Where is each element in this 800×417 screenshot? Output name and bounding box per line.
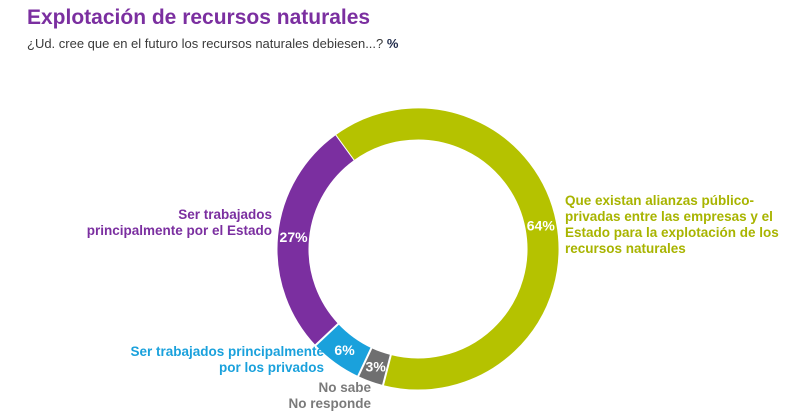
label-alianzas: Que existan alianzas público- privadas e…: [565, 193, 779, 257]
chart-subtitle: ¿Ud. cree que en el futuro los recursos …: [27, 36, 398, 51]
label-estado-line: principalmente por el Estado: [86, 223, 272, 238]
label-nsnr-line: No sabe: [318, 380, 371, 395]
label-nsnr-line: No responde: [288, 396, 371, 411]
label-estado-line: Ser trabajados: [178, 207, 272, 222]
subtitle-question: ¿Ud. cree que en el futuro los recursos …: [27, 36, 384, 51]
slice-value-label: 6%: [334, 342, 355, 358]
slice-separator: [381, 353, 392, 387]
label-privados-line: por los privados: [218, 360, 324, 375]
label-estado: Ser trabajados principalmente por el Est…: [87, 207, 272, 239]
label-no-sabe-no-responde: No sabe No responde: [288, 380, 371, 412]
slice-value-label: 64%: [527, 218, 556, 234]
donut-slice: [277, 135, 354, 346]
label-alianzas-line: recursos naturales: [565, 241, 686, 256]
label-privados-line: Ser trabajados principalmente: [130, 344, 324, 359]
donut-slice: [315, 323, 372, 377]
slice-value-label: 27%: [280, 229, 309, 245]
donut-slice: [335, 108, 559, 390]
label-alianzas-line: Estado para la explotación de los: [565, 225, 779, 240]
label-alianzas-line: privadas entre las empresas y el: [565, 209, 773, 224]
label-alianzas-line: Que existan alianzas público-: [565, 193, 755, 208]
label-privados: Ser trabajados principalmente por los pr…: [130, 344, 324, 376]
slice-separator: [314, 322, 340, 347]
slice-value-label: 3%: [366, 359, 387, 375]
slice-separator: [356, 346, 373, 378]
subtitle-unit: %: [386, 36, 399, 51]
chart-title: Explotación de recursos naturales: [27, 6, 371, 29]
